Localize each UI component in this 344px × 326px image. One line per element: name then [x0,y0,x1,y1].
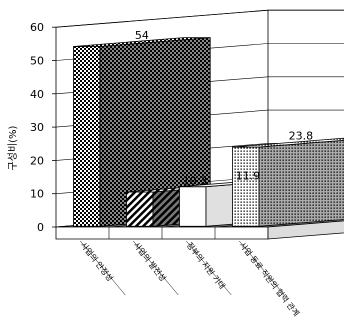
floor-side [267,220,344,240]
y-tick-label: 30 [30,121,44,134]
y-tick-label: 20 [30,154,44,167]
bars [73,37,344,227]
category-leader [80,240,126,296]
data-label: 54 [135,29,149,42]
y-tick-label: 10 [30,188,44,201]
category-leader [186,240,232,296]
bar-top [232,137,344,148]
category-leader [239,240,285,296]
data-label: 10.3 [183,175,208,188]
bar-front [179,186,207,227]
bar-top [73,37,211,47]
bar [73,37,211,227]
category-label: 사업 동료 직원의 협력 관계 [238,240,302,318]
category-labels: 사업의 안정성 사업의 발전성 정부의 지원 기대 사업 동료 직원의 협력 관계 [79,240,302,318]
bar-side [258,139,344,227]
bar-front [232,146,260,227]
category-label: 사업의 발전성 [132,240,169,283]
category-label: 사업의 안정성 [79,240,116,283]
bar [232,137,344,227]
y-tick-label: 0 [37,221,44,234]
data-label: 23.8 [289,130,314,143]
y-tick-label: 50 [30,55,44,68]
y-tick-label: 40 [30,88,44,101]
gridline [55,9,344,28]
data-labels: 54 10.3 11.9 23.8 [135,29,313,188]
y-axis-label: 구성비(%) [7,125,19,170]
y-axis-left-ticks: 0 10 20 30 40 50 60 [30,21,56,234]
bar-front [73,46,101,227]
y-tick-label: 60 [30,21,44,34]
data-label: 11.9 [236,169,261,182]
category-leader [133,240,179,296]
bar-front [126,191,154,227]
category-label: 정부의 지원 기대 [185,240,228,291]
